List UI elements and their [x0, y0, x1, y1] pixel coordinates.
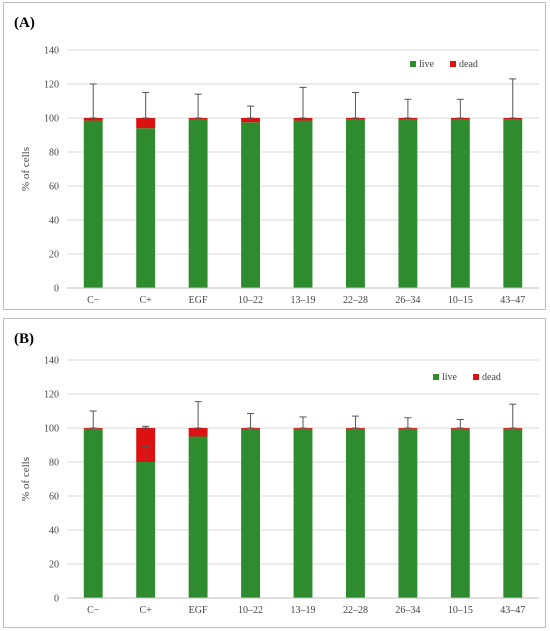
bar-live — [398, 119, 418, 288]
bar-live — [450, 428, 470, 598]
x-tick-label: 10–22 — [238, 295, 263, 306]
x-tick-label: 26–34 — [395, 605, 420, 616]
bar-dead — [293, 118, 313, 121]
bar-dead — [188, 118, 208, 120]
x-tick-label: 43–47 — [500, 605, 525, 616]
y-tick-label: 60 — [49, 182, 59, 193]
bar-dead — [83, 118, 103, 121]
bar-live — [398, 428, 418, 598]
x-tick-label: 10–22 — [238, 605, 263, 616]
bar-live — [503, 428, 523, 598]
y-tick-label: 120 — [44, 80, 59, 91]
y-tick-label: 60 — [49, 492, 59, 503]
x-tick-label: EGF — [189, 295, 208, 306]
legend-swatch-live — [433, 374, 439, 380]
legend-label-dead: dead — [459, 59, 478, 70]
y-tick-label: 0 — [54, 284, 59, 295]
bar-dead — [450, 118, 470, 120]
y-axis-label: % of cells — [20, 457, 32, 501]
chart-panel-b: (B) 0 20 40 60 80 100 120 140 % of cells C− C+ EGF 1… — [3, 318, 546, 628]
bar-live — [503, 119, 523, 288]
bar-live — [188, 436, 208, 598]
bar-live — [346, 119, 365, 288]
bar-dead — [136, 428, 156, 462]
chart-panel-a: (A) 0 20 40 60 80 100 120 140 % of cells C− C+ EGF 1… — [3, 2, 546, 310]
bar-live — [188, 119, 208, 288]
bar-dead — [346, 118, 365, 120]
x-tick-label: 26–34 — [395, 295, 420, 306]
x-tick-label: 13–19 — [291, 295, 316, 306]
x-tick-label: C− — [87, 295, 100, 306]
panel-label-a: (A) — [14, 15, 35, 31]
bar-live — [293, 428, 313, 598]
x-tick-label: C+ — [140, 605, 153, 616]
bar-live — [241, 428, 260, 598]
x-tick-label: EGF — [189, 605, 208, 616]
y-axis-label: % of cells — [20, 147, 32, 191]
bar-dead — [503, 118, 523, 120]
y-tick-label: 40 — [49, 526, 59, 537]
bar-dead — [136, 118, 156, 129]
y-tick-label: 0 — [54, 594, 59, 605]
x-tick-label: 10–15 — [448, 605, 473, 616]
bar-dead — [398, 118, 418, 120]
bar-live — [83, 428, 103, 598]
chart-a-svg: 0 20 40 60 80 100 120 140 % of cells C− C+ EGF 10–22… — [20, 46, 539, 306]
y-tick-label: 80 — [49, 148, 59, 159]
bar-live — [293, 120, 313, 288]
y-tick-label: 40 — [49, 216, 59, 227]
x-tick-label: 43–47 — [500, 295, 525, 306]
panel-label-b: (B) — [14, 331, 34, 347]
legend-label-live: live — [442, 372, 458, 383]
y-tick-label: 20 — [49, 560, 59, 571]
y-tick-label: 100 — [44, 114, 59, 125]
y-tick-label: 80 — [49, 458, 59, 469]
bar-live — [346, 428, 365, 598]
x-tick-label: 22–28 — [343, 605, 368, 616]
bar-live — [136, 462, 156, 598]
x-tick-label: C− — [87, 605, 100, 616]
y-tick-label: 20 — [49, 250, 59, 261]
bar-live — [241, 122, 260, 288]
x-tick-label: C+ — [140, 295, 153, 306]
x-tick-label: 10–15 — [448, 295, 473, 306]
legend-swatch-live — [410, 61, 416, 67]
legend-label-dead: dead — [482, 372, 501, 383]
bar-live — [450, 119, 470, 288]
legend-swatch-dead — [473, 374, 479, 380]
bar-dead — [188, 428, 208, 437]
y-tick-label: 140 — [44, 356, 59, 367]
y-tick-label: 120 — [44, 390, 59, 401]
bar-live — [136, 128, 156, 288]
y-tick-label: 140 — [44, 46, 59, 57]
y-tick-label: 100 — [44, 424, 59, 435]
x-tick-label: 22–28 — [343, 295, 368, 306]
x-tick-label: 13–19 — [291, 605, 316, 616]
chart-b-svg: 0 20 40 60 80 100 120 140 % of cells C− C+ EGF 10–22… — [20, 356, 539, 616]
legend-swatch-dead — [450, 61, 456, 67]
legend-label-live: live — [419, 59, 435, 70]
bar-live — [83, 120, 103, 288]
bar-dead — [241, 118, 260, 123]
